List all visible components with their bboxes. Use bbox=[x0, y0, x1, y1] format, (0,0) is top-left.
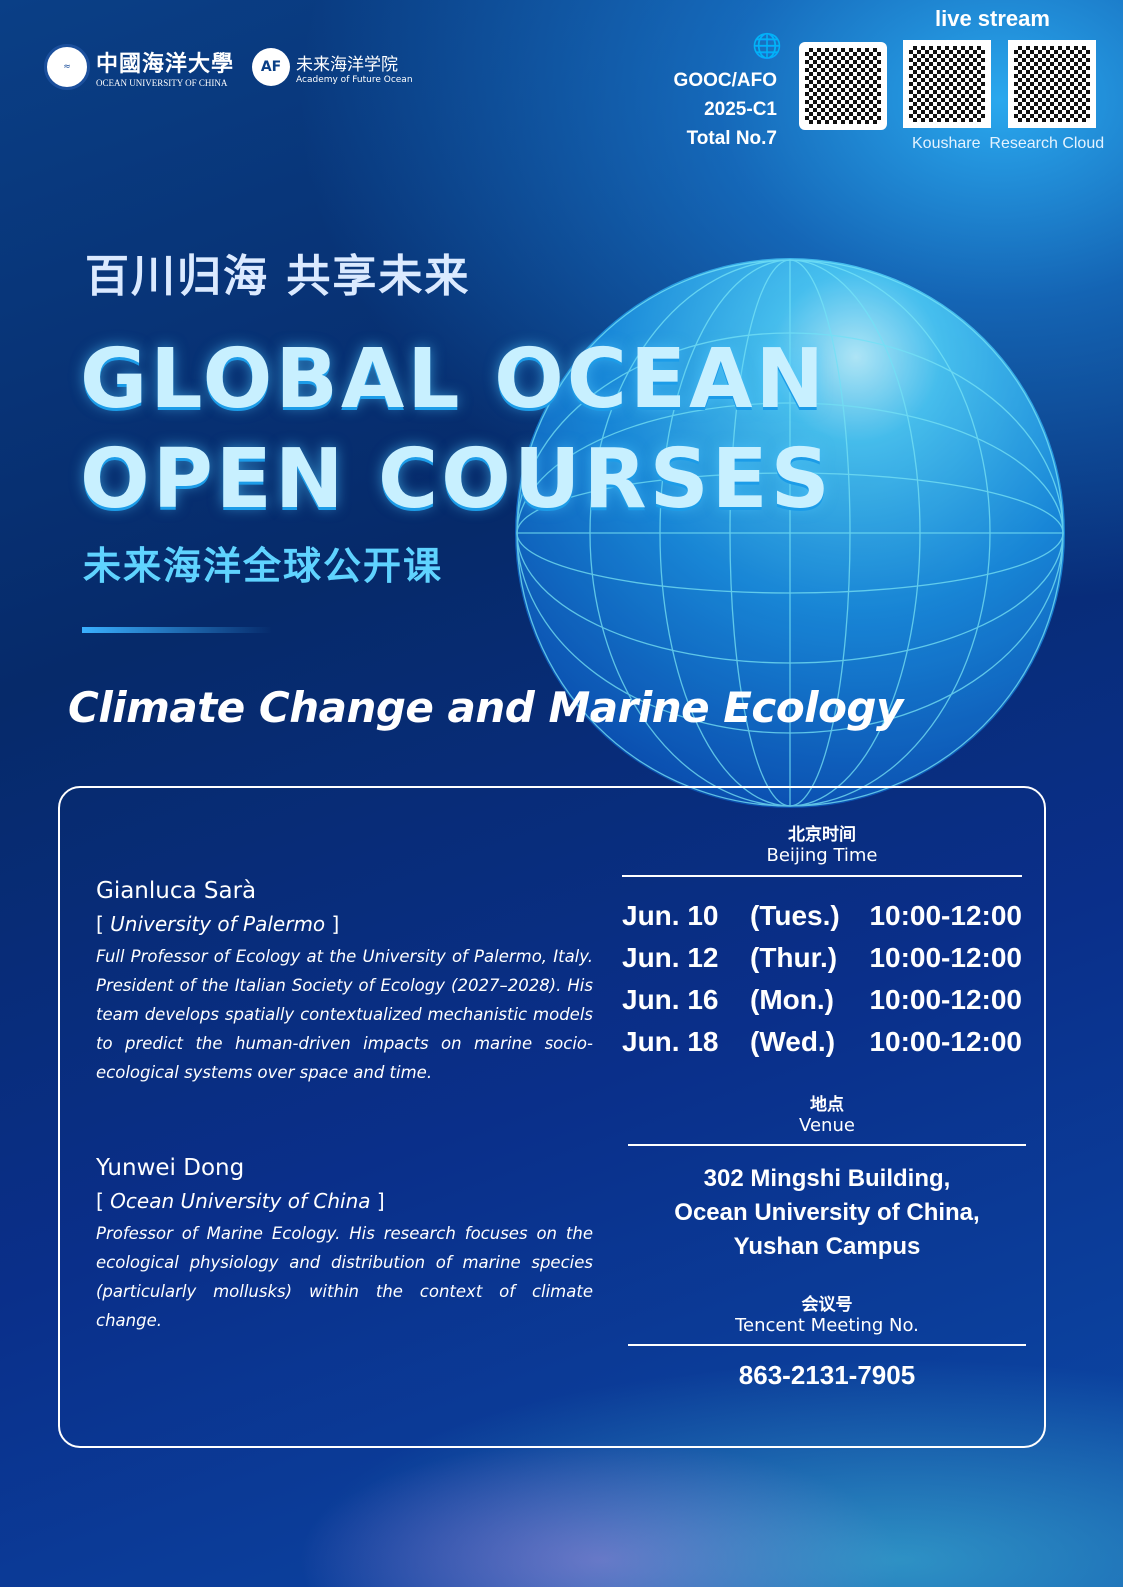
divider bbox=[628, 1344, 1026, 1346]
speaker-affiliation: [ University of Palermo ] bbox=[96, 912, 340, 936]
afo-logo-mark: AF bbox=[252, 48, 291, 86]
slogan: 百川归海 共享未来 bbox=[85, 251, 471, 302]
venue: 地点 Venue 302 Mingshi Building, Ocean Uni… bbox=[628, 1090, 1026, 1264]
lecture-topic: Climate Change and Marine Ecology bbox=[68, 683, 903, 732]
weekday: (Tues.) bbox=[750, 900, 840, 931]
speaker-name: Gianluca Sarà bbox=[96, 878, 257, 904]
course-code-line: 2025-C1 bbox=[704, 99, 777, 120]
time: 10:00-12:00 bbox=[869, 900, 1022, 931]
globe-graphic bbox=[515, 258, 1065, 808]
time: 10:00-12:00 bbox=[869, 984, 1022, 1015]
speaker-2: Yunwei Dong [ Ocean University of China … bbox=[96, 1155, 593, 1335]
schedule-row: Jun. 12 (Thur.) 10:00-12:00 bbox=[622, 937, 1022, 979]
schedule-header-en: Beijing Time bbox=[766, 845, 878, 866]
qr-label-koushare: Koushare bbox=[912, 135, 981, 152]
affiliation-text: Ocean University of China bbox=[110, 1189, 371, 1213]
venue-address: 302 Mingshi Building, Ocean University o… bbox=[628, 1162, 1026, 1264]
date: Jun. 12 bbox=[622, 942, 719, 973]
qr-labels: Koushare Research Cloud bbox=[912, 135, 1104, 153]
globe-chat-icon: 🌐 bbox=[752, 32, 782, 60]
afo-logo-en: Academy of Future Ocean bbox=[296, 74, 413, 85]
speaker-bio: Professor of Marine Ecology. His researc… bbox=[96, 1224, 593, 1330]
title-line: GLOBAL OCEAN bbox=[80, 332, 828, 427]
qr-code-koushare[interactable] bbox=[903, 40, 991, 128]
course-code-line: GOOC/AFO bbox=[673, 70, 777, 91]
info-panel bbox=[58, 786, 1046, 1448]
venue-header-cn: 地点 bbox=[810, 1095, 844, 1115]
schedule-header-cn: 北京时间 bbox=[788, 825, 856, 845]
weekday: (Mon.) bbox=[750, 984, 834, 1015]
time: 10:00-12:00 bbox=[869, 942, 1022, 973]
meeting-header-cn: 会议号 bbox=[801, 1295, 853, 1315]
meeting-header-en: Tencent Meeting No. bbox=[735, 1315, 919, 1336]
affiliation-text: University of Palermo bbox=[110, 912, 326, 936]
title-line: OPEN COURSES bbox=[80, 432, 833, 527]
live-stream-label: live stream bbox=[935, 6, 1050, 31]
course-code-line: Total No.7 bbox=[686, 128, 777, 149]
course-code: GOOC/AFO 2025-C1 Total No.7 bbox=[640, 66, 777, 153]
divider bbox=[622, 875, 1022, 877]
divider bbox=[628, 1144, 1026, 1146]
subtitle-cn: 未来海洋全球公开课 bbox=[83, 544, 444, 588]
weekday: (Thur.) bbox=[750, 942, 838, 973]
ouc-seal-logo: ≈ bbox=[44, 44, 90, 90]
date: Jun. 10 bbox=[622, 900, 719, 931]
page-title: GLOBAL OCEAN OPEN COURSES bbox=[80, 330, 833, 530]
meeting: 会议号 Tencent Meeting No. 863-2131-7905 bbox=[628, 1290, 1026, 1392]
speaker-affiliation: [ Ocean University of China ] bbox=[96, 1189, 385, 1213]
ouc-logo-cn: 中國海洋大學 bbox=[96, 51, 235, 77]
speaker-1: Gianluca Sarà [ University of Palermo ] … bbox=[96, 878, 593, 1087]
time: 10:00-12:00 bbox=[869, 1026, 1022, 1057]
accent-bar bbox=[82, 627, 272, 633]
qr-code-wechat[interactable] bbox=[799, 42, 887, 130]
schedule: 北京时间 Beijing Time Jun. 10 (Tues.) 10:00-12… bbox=[622, 820, 1022, 1063]
university-logos: ≈ 中國海洋大學 OCEAN UNIVERSITY OF CHINA AF 未来… bbox=[44, 44, 413, 90]
qr-label-research-cloud: Research Cloud bbox=[989, 135, 1105, 152]
speaker-name: Yunwei Dong bbox=[96, 1155, 245, 1181]
weekday: (Wed.) bbox=[750, 1026, 836, 1057]
schedule-row: Jun. 18 (Wed.) 10:00-12:00 bbox=[622, 1021, 1022, 1063]
afo-logo-cn: 未来海洋学院 bbox=[296, 54, 399, 75]
meeting-number[interactable]: 863-2131-7905 bbox=[738, 1360, 916, 1390]
date: Jun. 18 bbox=[622, 1026, 719, 1057]
speaker-bio: Full Professor of Ecology at the Univers… bbox=[96, 947, 593, 1082]
globe-grid bbox=[516, 259, 1064, 807]
address-line: Ocean University of China, bbox=[674, 1199, 980, 1226]
date: Jun. 16 bbox=[622, 984, 719, 1015]
address-line: 302 Mingshi Building, bbox=[703, 1165, 951, 1192]
address-line: Yushan Campus bbox=[733, 1233, 921, 1260]
schedule-row: Jun. 10 (Tues.) 10:00-12:00 bbox=[622, 895, 1022, 937]
schedule-row: Jun. 16 (Mon.) 10:00-12:00 bbox=[622, 979, 1022, 1021]
ouc-logo-en: OCEAN UNIVERSITY OF CHINA bbox=[96, 78, 228, 88]
qr-code-research-cloud[interactable] bbox=[1008, 40, 1096, 128]
venue-header-en: Venue bbox=[799, 1115, 855, 1136]
